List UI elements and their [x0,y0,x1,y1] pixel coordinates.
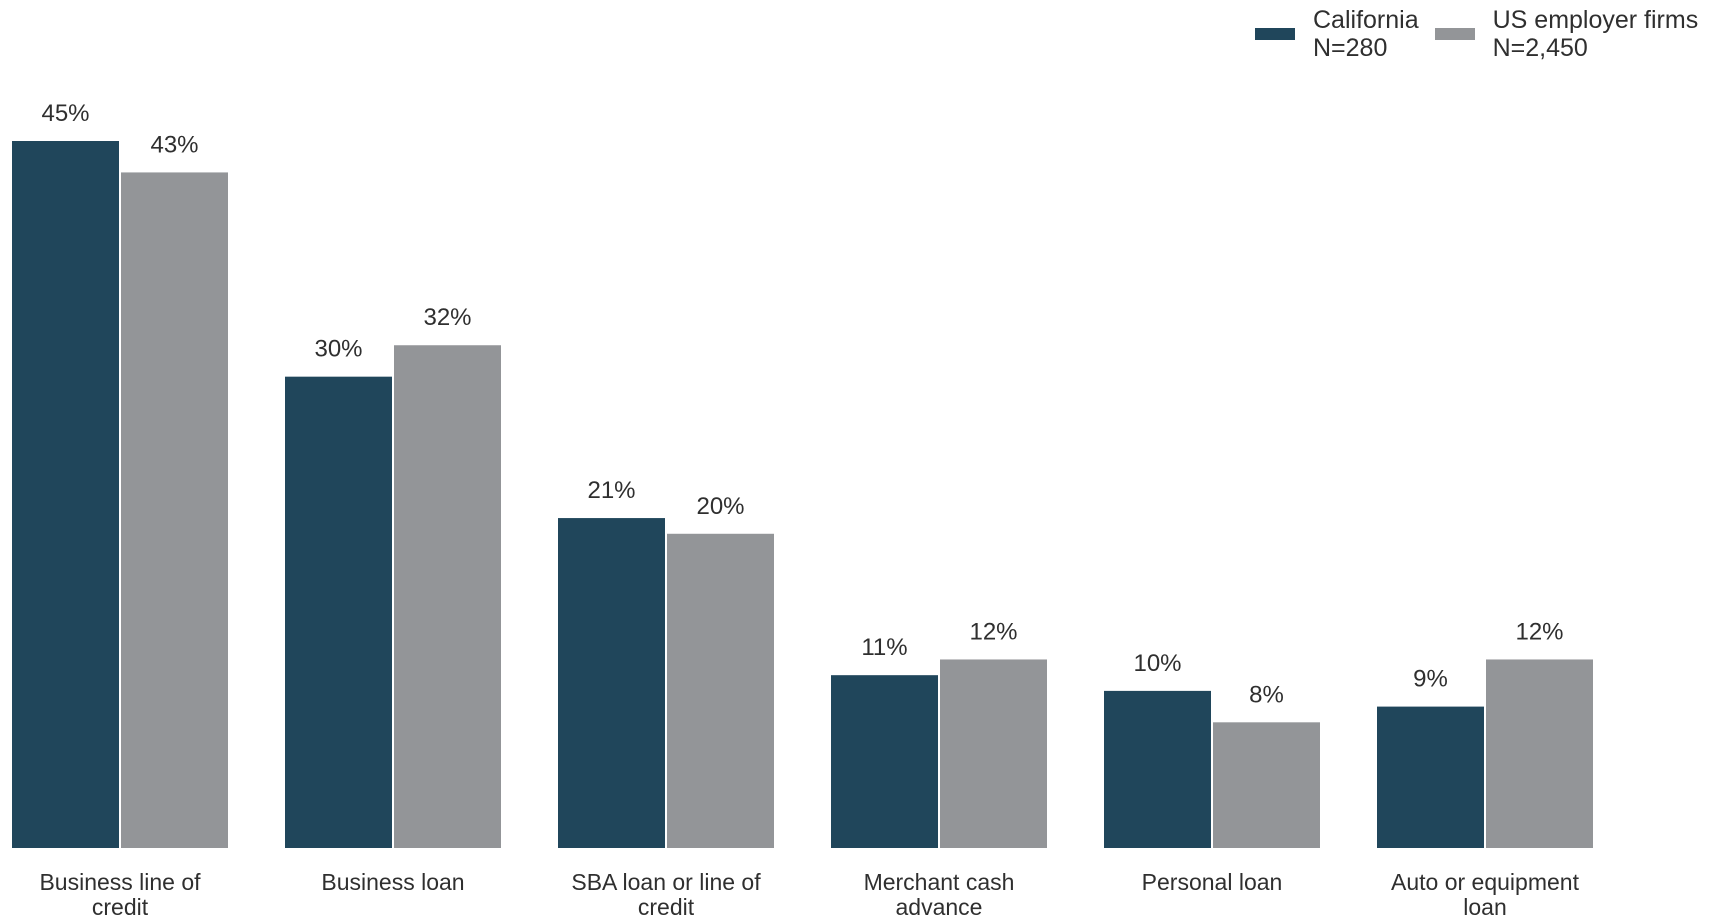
category-label-2-line-1: credit [638,894,695,917]
chart-legend: California N=280 US employer firms N=2,4… [1255,6,1698,62]
value-label-3-1: 12% [969,618,1017,645]
category-label-4-line-0: Personal loan [1142,869,1283,895]
legend-text-california: California N=280 [1313,6,1419,62]
value-label-4-0: 10% [1133,650,1181,677]
value-label-3-0: 11% [861,634,907,661]
bar-0-0 [12,141,119,848]
legend-sample-us-employer-firms: N=2,450 [1492,34,1588,62]
value-label-5-1: 12% [1515,618,1563,645]
bar-1-1 [394,345,501,848]
category-label-3-line-0: Merchant cash [864,869,1015,895]
legend-text-us-employer-firms: US employer firms N=2,450 [1493,6,1699,62]
value-label-2-0: 21% [587,477,635,504]
category-label-5-line-1: loan [1463,894,1506,917]
value-label-4-1: 8% [1249,681,1284,708]
category-label-2-line-0: SBA loan or line of [571,869,761,895]
category-label-3-line-1: advance [896,894,983,917]
bar-5-0 [1377,706,1484,848]
category-label-0-line-1: credit [92,894,149,917]
bar-0-1 [121,172,228,848]
bar-5-1 [1486,659,1593,848]
bar-2-1 [667,533,774,848]
bar-4-0 [1104,690,1211,848]
value-label-0-1: 43% [150,131,198,158]
bar-3-1 [940,659,1047,848]
legend-item-us-employer-firms: US employer firms N=2,450 [1434,6,1699,62]
legend-swatch-us-employer-firms [1434,28,1475,40]
legend-swatch-california [1255,28,1295,40]
value-label-0-0: 45% [41,100,89,127]
value-label-1-1: 32% [423,304,471,331]
bar-3-0 [831,675,938,848]
value-label-2-1: 20% [696,493,744,520]
category-label-0-line-0: Business line of [39,869,201,895]
legend-label-california: California [1313,6,1419,34]
legend-sample-california: N=280 [1313,34,1388,62]
value-label-1-0: 30% [314,336,362,363]
bars-group [12,141,1593,848]
category-label-1-line-0: Business loan [321,869,464,895]
legend-item-california: California N=280 [1255,6,1419,62]
legend-label-us-employer-firms: US employer firms [1492,6,1699,34]
category-label-5-line-0: Auto or equipment [1391,869,1580,895]
bar-2-0 [558,518,665,848]
bar-4-1 [1213,722,1320,848]
value-labels-group: 45% 43% 30% 32% 21% 20% 11% 12% 10% 8% 9% 12% [41,100,1563,708]
bar-1-0 [285,376,392,848]
value-label-5-0: 9% [1413,666,1448,693]
